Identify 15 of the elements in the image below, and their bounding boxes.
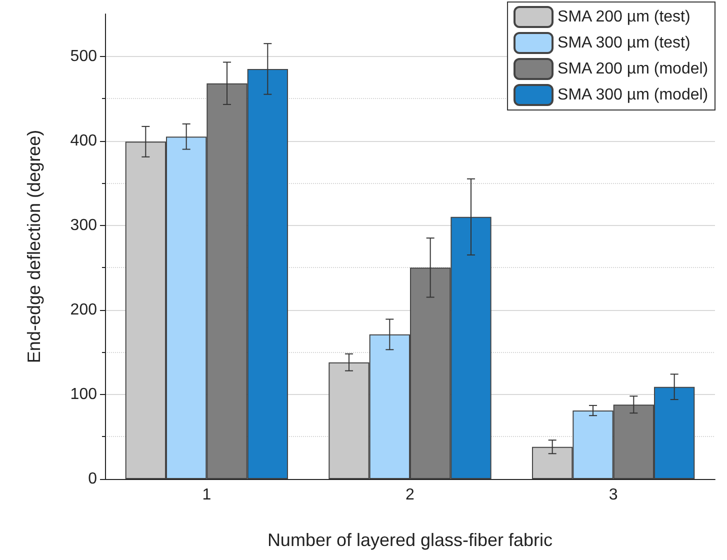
- y-tick-label: 400: [70, 132, 98, 150]
- x-tick-label: 2: [406, 486, 415, 504]
- y-tick-label: 500: [70, 48, 98, 65]
- legend-label: SMA 300 µm (test): [558, 34, 690, 52]
- y-tick-label: 300: [70, 216, 98, 234]
- x-tick-label: 3: [608, 486, 618, 504]
- legend-label: SMA 200 µm (model): [558, 60, 708, 78]
- y-axis-title: End-edge deflection (degree): [24, 130, 44, 364]
- x-axis-title: Number of layered glass-fiber fabric: [267, 530, 553, 550]
- y-tick-label: 200: [70, 301, 98, 318]
- legend-label: SMA 200 µm (test): [558, 8, 690, 26]
- x-tick-label: 1: [202, 486, 212, 504]
- y-tick-label: 100: [70, 386, 98, 403]
- legend-label: SMA 300 µm (model): [558, 86, 708, 104]
- y-tick-label: 0: [88, 470, 98, 488]
